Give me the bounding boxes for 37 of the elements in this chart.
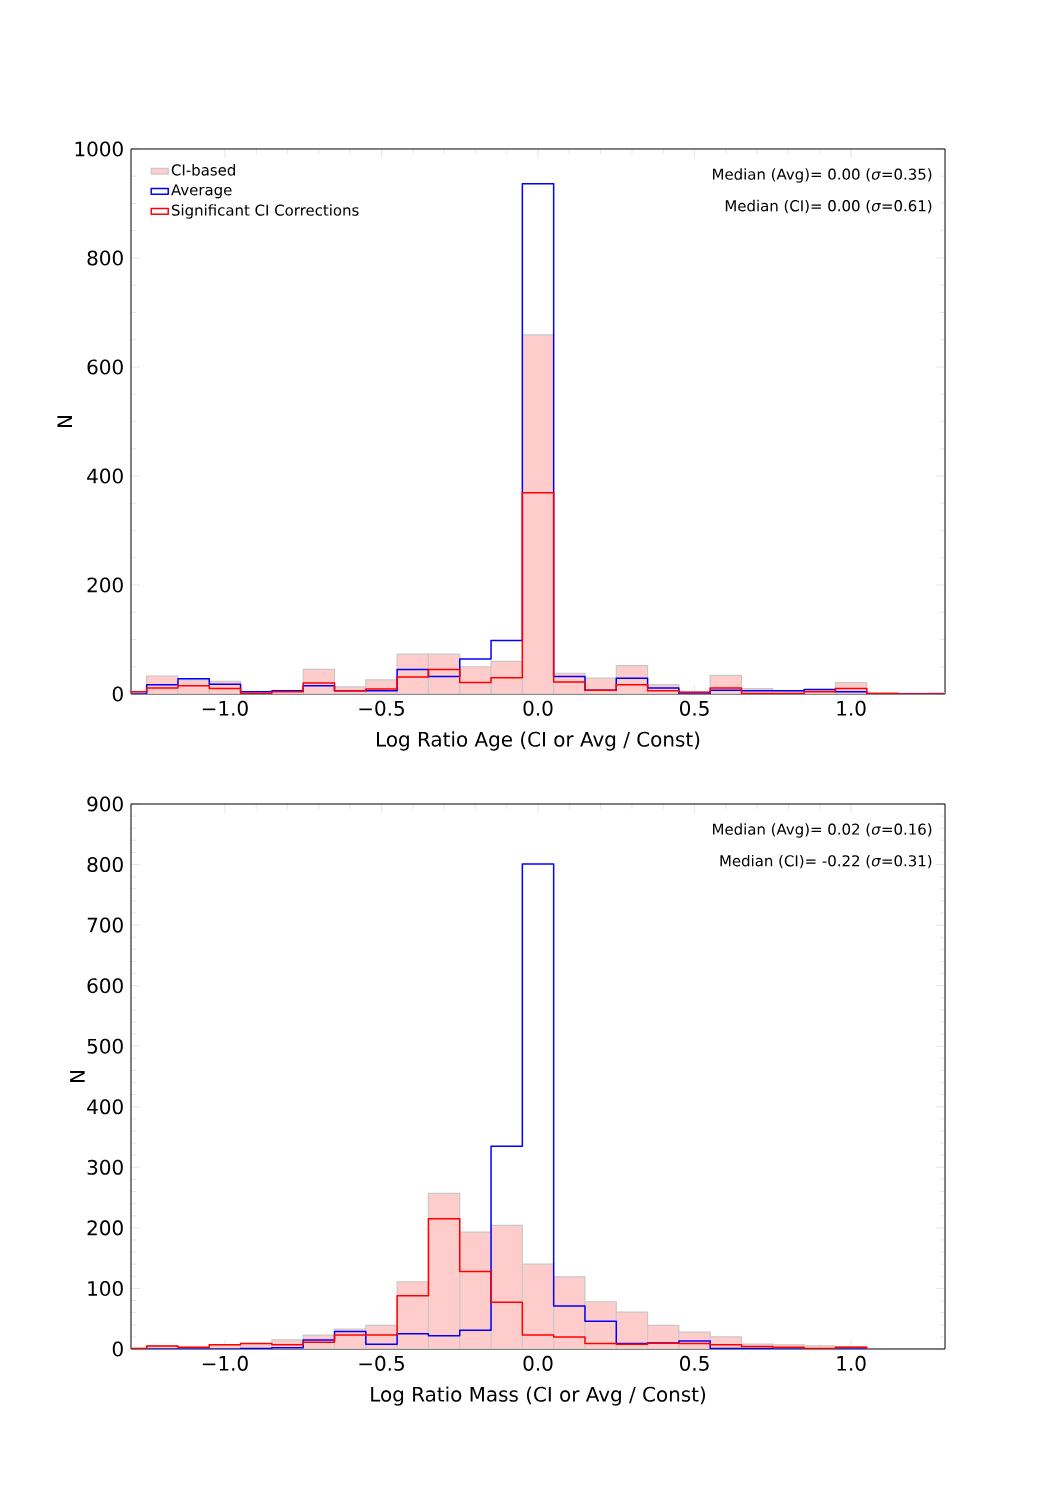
x-axis-title: Log Ratio Mass (CI or Avg / Const) xyxy=(371,1386,706,1406)
x-tick-label: 0.5 xyxy=(680,700,709,716)
annotation: Median (CI)= 0.00 (σ=0.61) xyxy=(725,199,932,214)
y-tick-label: 900 xyxy=(87,796,123,812)
legend-label: CI-based xyxy=(171,164,235,176)
x-tick-label: 0.0 xyxy=(523,700,553,716)
y-tick-label: 1000 xyxy=(75,141,123,157)
y-tick-label: 500 xyxy=(87,1038,123,1054)
y-tick-label: 400 xyxy=(87,1099,123,1115)
x-tick-label: −1.0 xyxy=(202,1355,248,1371)
annotation: Median (Avg)= 0.02 (σ=0.16) xyxy=(713,823,932,838)
y-tick-label: 800 xyxy=(87,857,123,873)
x-axis-title: Log Ratio Age (CI or Avg / Const) xyxy=(377,731,700,751)
y-tick-label: 600 xyxy=(87,359,123,375)
y-axis-title: N xyxy=(70,1070,85,1082)
x-tick-label: −0.5 xyxy=(359,1355,404,1371)
x-tick-label: −1.0 xyxy=(202,700,248,716)
x-tick-label: 0.5 xyxy=(680,1355,709,1371)
y-tick-label: 600 xyxy=(87,978,123,994)
y-tick-label: 200 xyxy=(87,577,123,593)
legend-label: Average xyxy=(171,184,232,199)
x-tick-label: 1.0 xyxy=(837,700,866,716)
y-tick-label: 800 xyxy=(87,250,123,266)
annotation: Median (CI)= -0.22 (σ=0.31) xyxy=(720,854,932,869)
x-tick-label: 1.0 xyxy=(837,1355,866,1371)
y-tick-label: 0 xyxy=(112,686,123,702)
y-tick-label: 700 xyxy=(87,917,123,933)
x-tick-label: 0.0 xyxy=(523,1355,553,1371)
x-tick-label: −0.5 xyxy=(359,700,404,716)
y-axis-title: N xyxy=(57,415,72,427)
legend-label: Significant CI Corrections xyxy=(171,204,359,219)
y-tick-label: 200 xyxy=(87,1220,123,1236)
y-tick-label: 100 xyxy=(88,1280,123,1296)
y-tick-label: 400 xyxy=(87,468,123,484)
y-tick-label: 300 xyxy=(87,1159,123,1175)
y-tick-label: 0 xyxy=(112,1341,123,1357)
annotation: Median (Avg)= 0.00 (σ=0.35) xyxy=(713,168,932,183)
